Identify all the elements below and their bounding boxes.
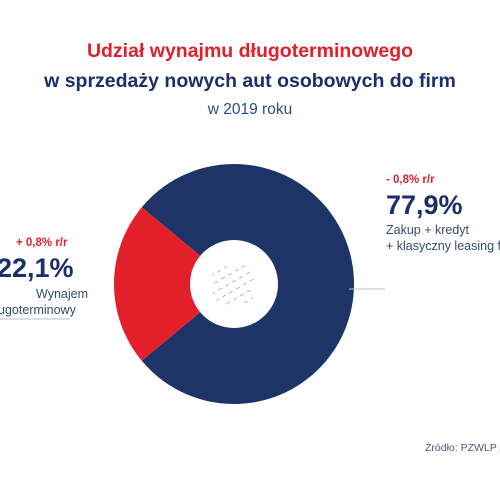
slice-desc-left-2: ugoterminowy [0,303,76,317]
chart-source: Źródło: PZWLP / [425,442,500,454]
slice-value-left: 22,1% [0,253,74,283]
slice-desc-right-1: Zakup + kredyt [386,223,470,237]
chart-subtitle: w 2019 roku [207,101,293,118]
chart-title-line-2: w sprzedaży nowych aut osobowych do firm [44,70,456,92]
pie-slice-rental [114,207,234,361]
map-icon [210,264,255,306]
slice-change-left: + 0,8% r/r [16,237,68,249]
slice-value-right: 77,9% [386,190,463,220]
chart-title: Udział wynajmu długoterminowego [86,40,414,62]
slice-desc-right-2: + klasyczny leasing f [386,239,500,253]
slice-desc-left-1: Wynajem [36,287,88,301]
slice-change-right: - 0,8% r/r [386,174,435,186]
